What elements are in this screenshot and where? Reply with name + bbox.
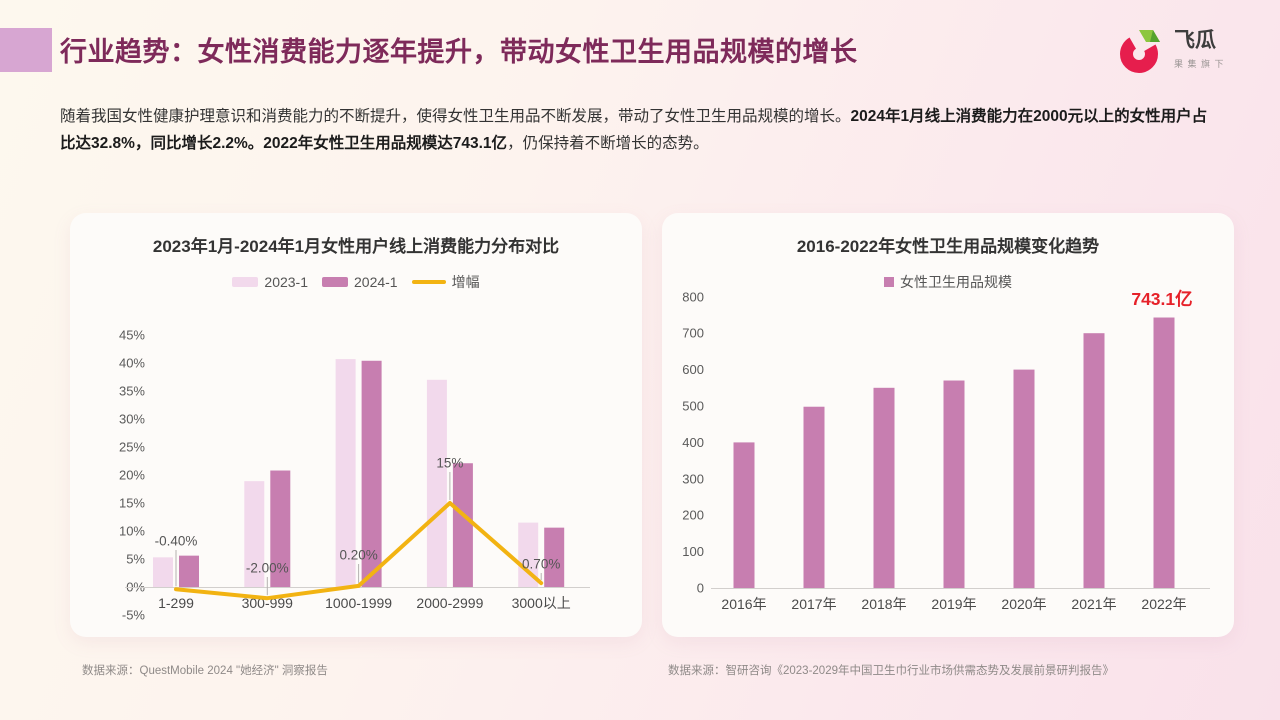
bar-2022年 xyxy=(1153,317,1175,588)
chart-card-market-size: 2016-2022年女性卫生用品规模变化趋势 女性卫生用品规模 800 700 60… xyxy=(662,213,1234,637)
y-tick-label: 35% xyxy=(119,384,145,399)
intro-paragraph: 随着我国女性健康护理意识和消费能力的不断提升，使得女性卫生用品不断发展，带动了女… xyxy=(60,103,1218,157)
legend-label-growth: 增幅 xyxy=(451,274,480,290)
intro-text-1: 随着我国女性健康护理意识和消费能力的不断提升，使得女性卫生用品不断发展，带动了女… xyxy=(60,108,851,125)
growth-value-label: 0.20% xyxy=(339,548,377,563)
y-tick-label: 0 xyxy=(697,581,704,596)
logo-brand-subtitle: 果集旗下 xyxy=(1174,59,1229,69)
title-accent-square xyxy=(0,28,52,72)
brand-logo: 飞瓜 果集旗下 xyxy=(1117,27,1228,73)
bar-2023-1-1-299 xyxy=(153,557,173,587)
y-tick-label: 400 xyxy=(682,435,704,450)
y-tick-label: 700 xyxy=(682,326,704,341)
x-category-label: 1-299 xyxy=(158,595,194,611)
logo-text: 飞瓜 果集旗下 xyxy=(1174,30,1228,70)
source-note-left: 数据来源：QuestMobile 2024 "她经济" 洞察报告 xyxy=(82,665,328,677)
x-category-label: 1000-1999 xyxy=(325,595,392,611)
y-tick-label: 0% xyxy=(126,580,145,595)
legend-line-swatch-growth xyxy=(411,280,446,284)
y-tick-label: 100 xyxy=(682,544,704,559)
y-tick-label: 10% xyxy=(119,524,145,539)
logo-leaf-fold xyxy=(1150,30,1160,42)
bar-2017年 xyxy=(803,406,825,588)
bar-2024-1-300-999 xyxy=(270,470,291,587)
x-year-label: 2020年 xyxy=(1001,596,1046,612)
bar-2016年 xyxy=(733,442,755,588)
bar-2021年 xyxy=(1083,333,1105,588)
x-year-label: 2018年 xyxy=(861,596,906,612)
bar-2019年 xyxy=(943,380,965,588)
y-tick-label: 5% xyxy=(126,552,145,567)
x-year-label: 2016年 xyxy=(721,596,766,612)
growth-line xyxy=(174,501,544,601)
growth-value-label: 15% xyxy=(436,456,463,471)
chart-title-market-size: 2016-2022年女性卫生用品规模变化趋势 xyxy=(796,237,1100,256)
chart-legend-consumption: 2023-1 2024-1 增幅 xyxy=(70,272,642,292)
x-year-label: 2022年 xyxy=(1141,596,1186,612)
bar-2024-1-1-299 xyxy=(179,555,199,587)
x-year-label: 2021年 xyxy=(1071,596,1116,612)
chart-card-consumption: 2023年1月-2024年1月女性用户线上消费能力分布对比 2023-1 202… xyxy=(70,213,642,637)
y-tick-label: 40% xyxy=(119,356,145,371)
x-category-label: 3000以上 xyxy=(512,595,571,611)
bar-2024-1-3000以上 xyxy=(544,527,565,587)
y-tick-label: 25% xyxy=(119,440,145,455)
y-tick-label: 500 xyxy=(682,399,704,414)
bar-2018年 xyxy=(873,387,895,588)
y-tick-label: -5% xyxy=(122,608,146,623)
growth-value-label: -2.00% xyxy=(246,561,289,576)
legend-label-2023: 2023-1 xyxy=(264,274,308,290)
intro-text-bold: 2024年1月线上消费能力在2000元以上的女性用户占比达32.8%，同比增长2… xyxy=(60,108,1208,152)
y-tick-label: 600 xyxy=(682,362,704,377)
feigua-logo-icon xyxy=(1120,30,1160,73)
intro-text-2: ，仍保持着不断增长的态势。 xyxy=(507,135,709,152)
y-tick-label: 20% xyxy=(119,468,145,483)
y-tick-label: 300 xyxy=(682,471,704,486)
bar-2023-1-3000以上 xyxy=(518,522,539,587)
source-note-right: 数据来源：智研咨询《2023-2029年中国卫生巾行业市场供需态势及发展前景研判… xyxy=(668,665,1114,677)
legend-swatch-2024 xyxy=(322,277,348,287)
page-title: 行业趋势：女性消费能力逐年提升，带动女性卫生用品规模的增长 xyxy=(60,37,858,67)
y-tick-label: 15% xyxy=(119,496,145,511)
x-year-label: 2019年 xyxy=(931,596,976,612)
y-tick-label: 45% xyxy=(119,328,145,343)
x-year-label: 2017年 xyxy=(791,596,836,612)
logo-swoosh xyxy=(1120,35,1158,73)
bar-2024-1-1000-1999 xyxy=(361,360,382,587)
legend-label-market-size: 女性卫生用品规模 xyxy=(900,274,1012,290)
y-tick-label: 200 xyxy=(682,508,704,523)
logo-brand-name: 飞瓜 xyxy=(1174,29,1216,52)
bar-2023-1-2000-2999 xyxy=(426,379,447,587)
bar-2023-1-1000-1999 xyxy=(335,359,356,587)
growth-value-label: 0.70% xyxy=(522,557,560,572)
growth-value-label: -0.40% xyxy=(155,534,198,549)
bar-2023-1-300-999 xyxy=(244,481,265,587)
legend-label-2024: 2024-1 xyxy=(354,274,398,290)
chart-legend-market-size: 女性卫生用品规模 xyxy=(662,272,1234,292)
y-tick-label: 30% xyxy=(119,412,145,427)
bar-2020年 xyxy=(1013,369,1035,588)
legend-swatch-market-size xyxy=(884,277,894,287)
chart-title-consumption: 2023年1月-2024年1月女性用户线上消费能力分布对比 xyxy=(152,237,560,256)
x-category-label: 2000-2999 xyxy=(416,595,483,611)
legend-swatch-2023 xyxy=(232,277,259,287)
max-value-annotation: 743.1亿 xyxy=(1131,289,1192,309)
bar-2024-1-2000-2999 xyxy=(452,463,473,587)
x-category-label: 300-999 xyxy=(242,595,294,611)
